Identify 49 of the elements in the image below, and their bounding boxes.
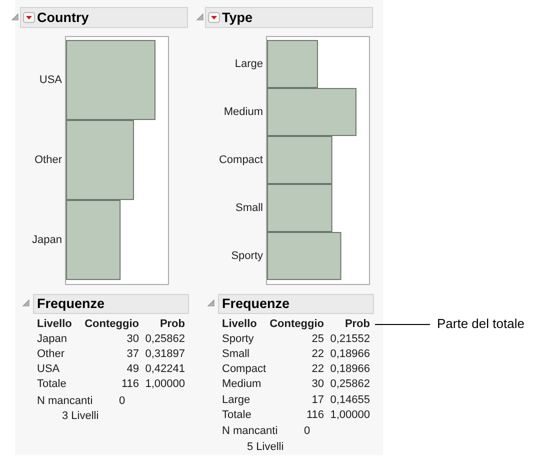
data-label: 0,18966: [330, 363, 370, 376]
data-label: 30: [126, 332, 139, 345]
header-box: Country: [20, 7, 188, 28]
text: Conteggio: [270, 318, 324, 330]
header-box: Frequenze: [218, 294, 374, 314]
text: N mancanti: [37, 395, 93, 407]
y-tick-label: Sporty: [231, 250, 264, 262]
data-label: 0,18966: [330, 348, 370, 360]
data-label: 116: [121, 378, 139, 390]
data-label: 0,14655: [330, 394, 370, 406]
data-label: 49: [126, 363, 139, 376]
y-tick-label: Other: [34, 154, 62, 166]
text: Livello: [37, 318, 72, 330]
y-tick-label: Large: [234, 58, 263, 70]
header-box: Frequenze: [33, 294, 189, 314]
legend-label: Prob: [344, 318, 370, 330]
header-box: Type: [205, 7, 373, 28]
data-label: 0,42241: [145, 363, 185, 376]
text: 0: [304, 425, 310, 438]
text: 0: [119, 395, 126, 407]
chart-title: Type: [222, 9, 253, 27]
text: Prob: [160, 318, 185, 330]
data-label: 37: [126, 348, 139, 360]
data-label: 1,00000: [330, 408, 370, 421]
data-label: 30: [312, 378, 324, 390]
y-tick-label: Compact: [218, 154, 263, 166]
y-tick-label: Japan: [32, 234, 62, 246]
category-label: Totale: [222, 408, 252, 421]
data-label: 22: [312, 363, 324, 376]
data-label: 116: [306, 408, 324, 421]
chart-title: Country: [37, 9, 89, 27]
y-tick-label: Medium: [224, 106, 263, 118]
data-label: 0,25862: [145, 332, 185, 345]
category-label: Totale: [37, 378, 66, 390]
data-label: 0,25862: [330, 378, 370, 390]
data-label: 0,21552: [330, 332, 370, 345]
text: Livello: [222, 318, 257, 330]
text: Parte del totale: [437, 316, 524, 331]
text: 5 Livelli: [247, 440, 284, 453]
text: 3 Livelli: [62, 410, 99, 422]
data-label: 25: [312, 332, 324, 345]
data-label: 0,31897: [145, 348, 185, 360]
data-label: 22: [312, 348, 324, 360]
y-tick-label: USA: [39, 74, 63, 86]
y-tick-label: Small: [235, 202, 263, 214]
data-label: 17: [312, 394, 324, 406]
text: Conteggio: [84, 318, 139, 330]
text: N mancanti: [222, 425, 278, 438]
data-label: 1,00000: [145, 378, 185, 390]
